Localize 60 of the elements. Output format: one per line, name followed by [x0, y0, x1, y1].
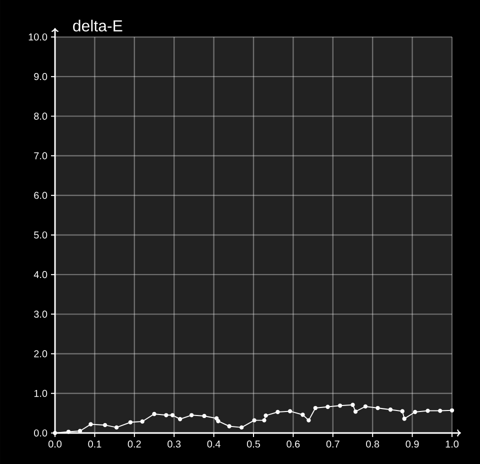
- point: [178, 417, 182, 422]
- point: [388, 408, 393, 412]
- point: [300, 412, 305, 417]
- point: [350, 402, 355, 407]
- x-tick-label: 0.5: [246, 440, 260, 448]
- x-tick-label: 0.6: [286, 440, 300, 448]
- point: [376, 406, 380, 410]
- point: [252, 418, 256, 422]
- point: [216, 419, 220, 424]
- y-tick-label: 9.0: [34, 73, 48, 80]
- y-tick-label: 4.0: [34, 271, 48, 278]
- point: [353, 410, 358, 414]
- x-tick-label: 0.7: [326, 440, 340, 448]
- point: [52, 430, 58, 436]
- point: [164, 413, 168, 418]
- point: [114, 425, 119, 430]
- x-tick-label: 1.0: [446, 440, 459, 448]
- x-tick-label: 0.0: [48, 440, 62, 448]
- point: [306, 418, 311, 422]
- point: [239, 425, 244, 430]
- y-tick-label: 10.0: [28, 33, 48, 41]
- point: [66, 430, 71, 434]
- y-tick-label: 3.0: [34, 310, 48, 318]
- y-tick-label: 8.0: [34, 112, 48, 120]
- point: [264, 413, 268, 418]
- point: [170, 413, 175, 418]
- point: [152, 412, 156, 416]
- point: [450, 408, 454, 413]
- x-tick-label: 0.1: [88, 440, 102, 448]
- point: [128, 420, 133, 424]
- x-tick-label: 0.4: [207, 440, 220, 448]
- point: [438, 408, 442, 413]
- y-tick-label: 1.0: [34, 390, 48, 397]
- point: [102, 422, 108, 428]
- point: [400, 409, 404, 414]
- point: [202, 414, 206, 418]
- point: [227, 424, 232, 428]
- point: [402, 416, 406, 421]
- point: [288, 409, 292, 414]
- y-tick-label: 7.0: [34, 152, 48, 160]
- x-tick-label: 0.9: [406, 440, 419, 448]
- point: [276, 410, 280, 414]
- point: [313, 406, 318, 410]
- point: [189, 413, 194, 418]
- x-tick-label: 0.8: [366, 440, 380, 448]
- y-axis-title: delta-E: [73, 20, 122, 32]
- x-tick-label: 0.3: [168, 440, 181, 448]
- point: [262, 418, 266, 422]
- point: [363, 404, 368, 409]
- point: [140, 419, 144, 424]
- point: [88, 422, 93, 426]
- x-tick-label: 0.2: [128, 440, 141, 448]
- y-tick-label: 0.0: [34, 429, 48, 437]
- point: [326, 404, 330, 409]
- point: [412, 410, 418, 414]
- y-tick-label: 2.0: [34, 350, 48, 358]
- y-tick-label: 6.0: [34, 192, 48, 199]
- point: [426, 408, 430, 413]
- y-tick-label: 5.0: [34, 231, 48, 239]
- point: [338, 404, 342, 408]
